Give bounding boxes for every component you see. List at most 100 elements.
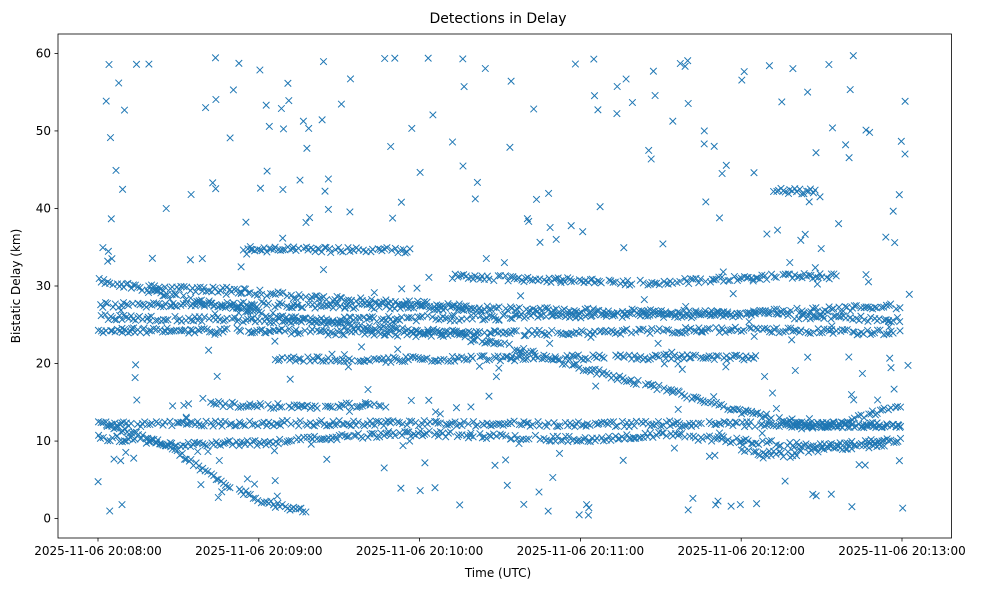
detection-marker: [877, 442, 886, 450]
detection-marker: [99, 243, 107, 252]
detection-marker: [361, 400, 370, 408]
detection-marker: [105, 60, 113, 69]
detection-marker: [236, 327, 245, 335]
detection-marker: [812, 492, 820, 500]
detection-marker: [267, 245, 275, 253]
detection-marker: [751, 422, 759, 431]
detection-marker: [131, 361, 140, 369]
detection-marker: [218, 488, 226, 496]
detection-marker: [646, 429, 654, 437]
detection-marker: [439, 302, 448, 310]
detection-marker: [336, 326, 345, 335]
detection-marker: [109, 303, 117, 311]
detection-marker: [744, 437, 752, 445]
detection-marker: [496, 357, 505, 365]
detection-marker: [294, 355, 303, 363]
detection-marker: [507, 355, 516, 363]
detection-marker: [196, 300, 204, 308]
x-tick-label: 2025-11-06 20:09:00: [195, 544, 322, 558]
detection-marker: [398, 357, 407, 366]
detection-marker: [847, 390, 856, 399]
detection-marker: [710, 393, 718, 401]
detection-marker: [611, 278, 619, 286]
detection-marker: [103, 422, 111, 430]
detection-marker: [379, 322, 388, 331]
detection-marker: [185, 329, 193, 337]
detection-marker: [441, 314, 450, 322]
detection-marker: [423, 298, 431, 306]
detection-marker: [625, 377, 633, 385]
y-tick-label: 40: [36, 201, 51, 215]
detection-marker: [446, 428, 455, 436]
detection-marker: [655, 381, 663, 390]
detection-marker: [700, 127, 708, 135]
detection-marker: [524, 307, 532, 315]
detection-marker: [632, 380, 640, 388]
detection-marker: [263, 422, 271, 430]
detection-marker: [279, 246, 287, 254]
detection-marker: [751, 310, 759, 318]
detection-marker: [854, 412, 863, 420]
detection-marker: [494, 272, 502, 280]
detection-marker: [351, 328, 360, 336]
detection-marker: [95, 274, 103, 283]
detection-marker: [171, 442, 179, 450]
detection-marker: [148, 254, 157, 262]
detection-marker: [354, 418, 362, 426]
detection-marker: [375, 402, 383, 410]
detection-marker: [904, 361, 912, 370]
detection-marker: [397, 484, 405, 492]
detection-marker: [548, 326, 556, 335]
detection-marker: [161, 442, 169, 450]
detection-marker: [721, 328, 729, 336]
detection-marker: [584, 511, 593, 519]
detection-marker: [348, 356, 356, 365]
detection-marker: [133, 396, 141, 404]
detection-marker: [775, 414, 783, 422]
detection-marker: [737, 327, 745, 335]
detection-marker: [180, 282, 188, 291]
detection-marker: [285, 325, 293, 333]
detection-marker: [864, 422, 873, 430]
detection-marker: [197, 480, 205, 489]
detection-marker: [120, 106, 129, 114]
detection-marker: [503, 481, 511, 489]
detection-marker: [211, 284, 219, 293]
detection-marker: [587, 333, 595, 341]
detection-marker: [829, 304, 838, 313]
x-axis-label: Time (UTC): [464, 566, 531, 580]
detection-marker: [492, 339, 500, 347]
detection-marker: [118, 500, 126, 509]
detection-marker: [258, 419, 266, 427]
detection-marker: [719, 403, 728, 411]
detection-marker: [708, 275, 717, 283]
detection-marker: [659, 240, 667, 248]
detection-marker: [684, 506, 692, 514]
detection-marker: [506, 143, 514, 151]
detection-marker: [551, 353, 559, 361]
detection-marker: [613, 82, 621, 91]
detection-marker: [867, 313, 875, 322]
detection-marker: [159, 287, 167, 295]
detection-marker: [884, 437, 893, 445]
detection-marker: [577, 314, 585, 322]
detection-marker: [798, 190, 806, 198]
detection-marker: [318, 116, 326, 124]
detection-marker: [127, 419, 135, 428]
detection-marker: [895, 191, 903, 199]
detection-marker: [827, 270, 836, 278]
detection-marker: [765, 328, 774, 336]
detection-marker: [405, 297, 414, 305]
detection-marker: [399, 245, 408, 254]
detection-marker: [428, 326, 437, 335]
detection-marker: [634, 376, 642, 385]
detection-marker: [662, 350, 670, 358]
detection-marker: [858, 369, 867, 378]
detection-marker: [710, 142, 718, 150]
detection-marker: [440, 355, 448, 364]
detection-marker: [303, 433, 311, 442]
detection-marker: [740, 422, 749, 431]
detection-marker: [662, 432, 670, 440]
detection-marker: [876, 406, 885, 414]
detection-marker: [106, 507, 114, 515]
